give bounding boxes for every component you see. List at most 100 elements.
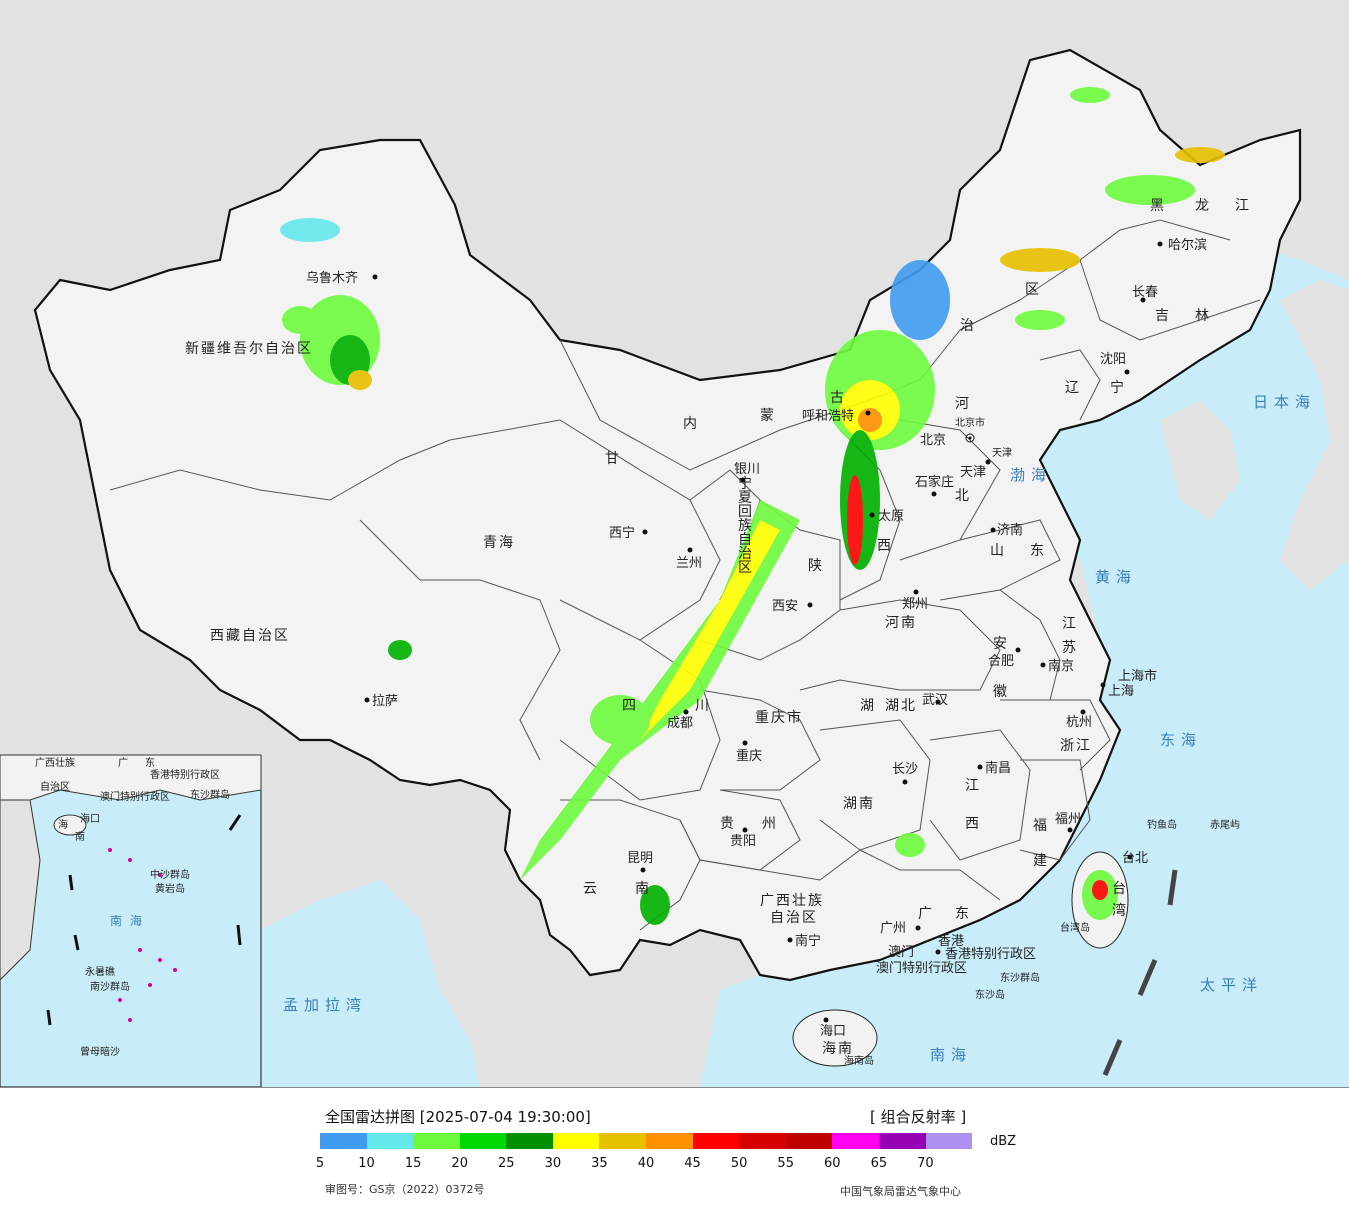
label-si: 四 xyxy=(622,698,638,714)
city-taiyuan: 太原 xyxy=(878,509,904,524)
label-qinghai: 青海 xyxy=(483,535,515,551)
label-tianjin-shi: 天津 xyxy=(992,447,1012,459)
city-chengdu: 成都 xyxy=(667,716,693,731)
legend-tick-label: 45 xyxy=(684,1156,701,1171)
legend-swatch xyxy=(832,1133,879,1149)
label-xizang: 西藏自治区 xyxy=(210,628,290,644)
label-fu: 福 xyxy=(1033,818,1049,834)
label-zhou: 州 xyxy=(762,816,778,832)
label-bei: 北 xyxy=(955,488,971,504)
city-zhengzhou: 郑州 xyxy=(902,597,928,612)
legend-swatch xyxy=(599,1133,647,1149)
city-shanghai: 上海 xyxy=(1108,684,1134,699)
label-nei: 内 xyxy=(683,416,699,432)
label-jiang-js: 江 xyxy=(1062,616,1078,632)
legend-tick-label: 15 xyxy=(404,1156,422,1171)
label-liao: 辽 xyxy=(1065,380,1081,396)
legend-swatch xyxy=(413,1133,460,1149)
legend-swatch xyxy=(739,1133,786,1149)
inset-label-haikou: 海口 xyxy=(80,812,100,825)
label-zi-nx: 自 xyxy=(738,532,754,548)
legend-swatch xyxy=(646,1133,693,1149)
label-dong-gd: 东 xyxy=(955,906,971,922)
inset-label-yongshu: 永暑礁 xyxy=(85,965,115,978)
label-dongsha-islands: 东沙群岛 xyxy=(1000,971,1040,984)
label-chuan: 川 xyxy=(695,698,711,714)
label-jian: 建 xyxy=(1033,853,1049,869)
map-approval-number: 审图号：GS京（2022）0372号 xyxy=(325,1183,485,1196)
label-wan: 湾 xyxy=(1112,902,1128,919)
city-guiyang: 贵阳 xyxy=(730,834,756,849)
inset-label-dongsha: 东沙群岛 xyxy=(190,788,230,801)
legend-swatch xyxy=(692,1133,740,1149)
city-lhasa: 拉萨 xyxy=(372,694,398,709)
city-chongqing: 重庆 xyxy=(736,748,762,764)
legend-swatch xyxy=(459,1133,507,1149)
label-dong-sd: 东 xyxy=(1030,543,1046,559)
label-hui: 徽 xyxy=(993,684,1009,700)
label-hk-sar: 香港特别行政区 xyxy=(945,947,1036,962)
city-markers xyxy=(364,241,1163,1023)
label-hui-nx: 回 xyxy=(738,504,754,520)
inset-label-guangxi: 广西壮族 xyxy=(35,756,75,769)
label-hu: 湖 xyxy=(860,698,876,714)
inset-label-dong: 东 xyxy=(145,756,155,769)
label-taiwan-island: 台湾岛 xyxy=(1060,921,1090,934)
city-xian: 西安 xyxy=(772,599,798,614)
label-zhi-nm: 治 xyxy=(960,318,976,334)
map-labels: 新疆维吾尔自治区 西藏自治区 青海 甘 内 蒙 古 黑 龙 江 吉 林 辽 宁 … xyxy=(185,198,1310,1067)
city-nanjing: 南京 xyxy=(1048,658,1074,674)
legend-tick-label: 55 xyxy=(777,1156,794,1171)
sea-pacific: 太平洋 xyxy=(1200,976,1263,994)
legend-tick-label: 65 xyxy=(870,1156,888,1171)
label-ji-jl: 吉 xyxy=(1155,308,1171,324)
city-guangzhou: 广州 xyxy=(880,921,906,936)
city-lanzhou: 兰州 xyxy=(676,556,702,571)
city-changchun: 长春 xyxy=(1132,285,1158,300)
legend-swatch xyxy=(320,1133,367,1149)
label-tai: 台 xyxy=(1112,881,1128,897)
label-jiang-hlj: 江 xyxy=(1235,198,1251,214)
label-diaoyu: 钓鱼岛 xyxy=(1147,818,1177,831)
label-an: 安 xyxy=(993,636,1009,652)
city-shenyang: 沈阳 xyxy=(1100,352,1126,367)
city-haikou: 海口 xyxy=(820,1024,846,1039)
south-china-sea-inset xyxy=(0,754,262,1087)
city-hohhot: 呼和浩特 xyxy=(802,409,854,424)
legend-tick-label: 25 xyxy=(498,1156,515,1171)
city-hefei: 合肥 xyxy=(988,654,1014,669)
legend-title: 全国雷达拼图 [2025-07-04 19:30:00] xyxy=(325,1108,591,1126)
label-hainan-island: 海南岛 xyxy=(844,1054,874,1067)
city-tianjin: 天津 xyxy=(960,465,986,480)
label-lin: 林 xyxy=(1195,308,1211,324)
label-hunan: 湖南 xyxy=(843,796,875,812)
legend-panel: 全国雷达拼图 [2025-07-04 19:30:00] [ 组合反射率 ] d… xyxy=(0,1087,1349,1209)
city-changsha: 长沙 xyxy=(892,762,918,777)
label-zizhiqu-gx: 自治区 xyxy=(770,910,818,926)
label-hei: 黑 xyxy=(1150,198,1166,214)
inset-label-zhongsha: 中沙群岛 xyxy=(150,868,190,881)
legend-swatch xyxy=(925,1133,973,1149)
city-urumqi: 乌鲁木齐 xyxy=(306,270,358,286)
label-qu-nm: 区 xyxy=(1025,282,1041,298)
city-yinchuan: 银川 xyxy=(734,462,760,477)
legend-tick-label: 70 xyxy=(917,1156,934,1171)
legend-unit: dBZ xyxy=(990,1134,1017,1149)
legend-swatch xyxy=(878,1133,926,1149)
label-su: 苏 xyxy=(1062,640,1078,656)
legend-swatch xyxy=(552,1133,600,1149)
legend-swatch xyxy=(366,1133,414,1149)
label-gui: 贵 xyxy=(720,816,736,832)
label-guang: 广 xyxy=(918,906,934,922)
legend-swatch xyxy=(506,1133,553,1149)
city-jinan: 济南 xyxy=(997,522,1023,538)
label-long: 龙 xyxy=(1195,198,1211,214)
inset-label-huangyan: 黄岩岛 xyxy=(155,882,185,895)
city-nanchang: 南昌 xyxy=(985,760,1011,776)
city-macau: 澳门 xyxy=(888,944,914,960)
sea-east: 东海 xyxy=(1160,731,1202,749)
inset-label-nansha: 南沙群岛 xyxy=(90,980,130,993)
radar-echoes xyxy=(280,87,1225,925)
legend-tick-label: 50 xyxy=(730,1156,748,1171)
sea-bohai: 渤海 xyxy=(1010,466,1052,484)
